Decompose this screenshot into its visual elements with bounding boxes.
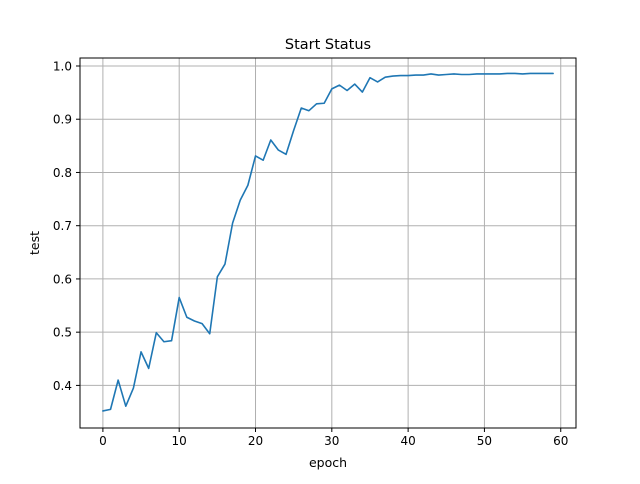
x-tick-label: 30 (324, 434, 339, 448)
x-tick-label: 50 (477, 434, 492, 448)
grid-lines (80, 58, 576, 428)
y-tick-label: 0.9 (53, 113, 72, 127)
y-tick-label: 0.4 (53, 379, 72, 393)
axis-ticks: 0 10 20 30 40 50 60 0.4 0.5 0.6 0.7 0.8 0.9 1.0 (53, 59, 568, 448)
plot-frame (79, 57, 577, 429)
y-tick-label: 0.7 (53, 219, 72, 233)
y-axis-label: test (27, 231, 42, 255)
series-line-0 (102, 72, 554, 412)
y-tick-label: 1.0 (53, 59, 72, 73)
x-tick-label: 20 (248, 434, 263, 448)
x-axis-label: epoch (309, 455, 347, 470)
chart-title: Start Status (285, 37, 371, 53)
series-layer (102, 72, 554, 412)
y-tick-label: 0.5 (53, 326, 72, 340)
x-tick-label: 10 (172, 434, 187, 448)
y-tick-label: 0.8 (53, 166, 72, 180)
x-tick-label: 40 (400, 434, 415, 448)
x-tick-label: 60 (553, 434, 568, 448)
y-tick-label: 0.6 (53, 272, 72, 286)
x-tick-label: 0 (99, 434, 107, 448)
